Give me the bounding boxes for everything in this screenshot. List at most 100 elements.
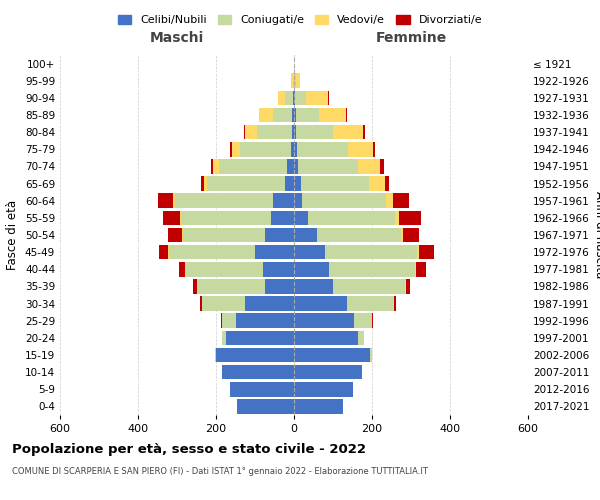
Bar xyxy=(294,262,329,276)
Bar xyxy=(297,142,348,156)
Bar xyxy=(415,262,416,276)
Bar xyxy=(257,125,292,140)
Bar xyxy=(255,245,294,260)
Bar xyxy=(355,314,372,328)
Bar xyxy=(259,108,273,122)
Bar xyxy=(180,210,181,225)
Bar xyxy=(208,176,286,191)
Bar xyxy=(328,90,329,105)
Bar xyxy=(419,245,434,260)
Bar xyxy=(296,108,319,122)
Bar xyxy=(294,296,347,311)
Bar xyxy=(294,159,298,174)
Bar xyxy=(348,142,373,156)
Bar xyxy=(244,125,245,140)
Bar xyxy=(403,228,419,242)
Bar xyxy=(294,314,355,328)
Bar xyxy=(238,399,294,413)
Bar xyxy=(294,125,296,140)
Bar xyxy=(294,245,325,260)
Bar xyxy=(169,245,255,260)
Bar xyxy=(226,330,294,345)
Bar xyxy=(294,176,301,191)
Bar xyxy=(197,279,265,293)
Legend: Celibi/Nubili, Coniugati/e, Vedovi/e, Divorziati/e: Celibi/Nubili, Coniugati/e, Vedovi/e, Di… xyxy=(113,10,487,30)
Text: Femmine: Femmine xyxy=(376,30,446,44)
Bar xyxy=(292,125,294,140)
Bar xyxy=(317,228,401,242)
Bar xyxy=(294,399,343,413)
Bar xyxy=(179,262,185,276)
Bar xyxy=(291,142,294,156)
Bar xyxy=(380,159,384,174)
Bar xyxy=(163,210,180,225)
Bar xyxy=(294,279,333,293)
Bar xyxy=(211,159,213,174)
Bar xyxy=(294,108,296,122)
Bar xyxy=(222,365,294,380)
Bar xyxy=(193,279,197,293)
Bar xyxy=(157,194,173,208)
Bar xyxy=(240,142,291,156)
Bar xyxy=(301,176,369,191)
Bar xyxy=(406,279,410,293)
Bar xyxy=(325,245,417,260)
Bar xyxy=(358,330,364,345)
Bar xyxy=(200,296,202,311)
Bar xyxy=(294,228,317,242)
Bar xyxy=(294,142,297,156)
Bar xyxy=(319,108,346,122)
Bar xyxy=(219,159,287,174)
Bar xyxy=(294,348,370,362)
Bar xyxy=(298,159,358,174)
Bar xyxy=(369,176,385,191)
Bar xyxy=(230,142,232,156)
Bar xyxy=(308,210,395,225)
Bar xyxy=(291,74,293,88)
Bar xyxy=(158,245,169,260)
Bar xyxy=(294,90,295,105)
Y-axis label: Anni di nascita: Anni di nascita xyxy=(593,192,600,278)
Bar xyxy=(334,125,362,140)
Y-axis label: Fasce di età: Fasce di età xyxy=(7,200,19,270)
Bar xyxy=(346,108,347,122)
Bar xyxy=(202,296,245,311)
Bar xyxy=(287,159,294,174)
Text: COMUNE DI SCARPERIA E SAN PIERO (FI) - Dati ISTAT 1° gennaio 2022 - Elaborazione: COMUNE DI SCARPERIA E SAN PIERO (FI) - D… xyxy=(12,468,428,476)
Bar xyxy=(293,90,294,105)
Bar xyxy=(204,176,208,191)
Bar xyxy=(232,142,240,156)
Bar xyxy=(395,210,400,225)
Bar xyxy=(235,314,294,328)
Bar xyxy=(373,142,375,156)
Bar xyxy=(213,159,219,174)
Bar xyxy=(273,108,292,122)
Bar xyxy=(265,279,294,293)
Bar xyxy=(347,296,394,311)
Bar xyxy=(272,194,294,208)
Bar xyxy=(385,176,389,191)
Bar xyxy=(362,125,365,140)
Bar xyxy=(372,314,373,328)
Bar xyxy=(394,296,396,311)
Bar xyxy=(307,90,328,105)
Bar xyxy=(294,330,358,345)
Bar xyxy=(294,210,308,225)
Bar xyxy=(329,262,415,276)
Bar xyxy=(358,159,380,174)
Bar xyxy=(183,228,265,242)
Bar xyxy=(302,194,386,208)
Bar xyxy=(294,74,296,88)
Bar xyxy=(405,279,406,293)
Bar xyxy=(292,108,294,122)
Bar xyxy=(182,228,183,242)
Text: Popolazione per età, sesso e stato civile - 2022: Popolazione per età, sesso e stato civil… xyxy=(12,442,366,456)
Bar xyxy=(295,90,307,105)
Bar xyxy=(245,296,294,311)
Bar xyxy=(400,210,421,225)
Bar xyxy=(386,194,394,208)
Bar xyxy=(201,176,204,191)
Text: Maschi: Maschi xyxy=(150,30,204,44)
Bar xyxy=(286,176,294,191)
Bar xyxy=(215,348,216,362)
